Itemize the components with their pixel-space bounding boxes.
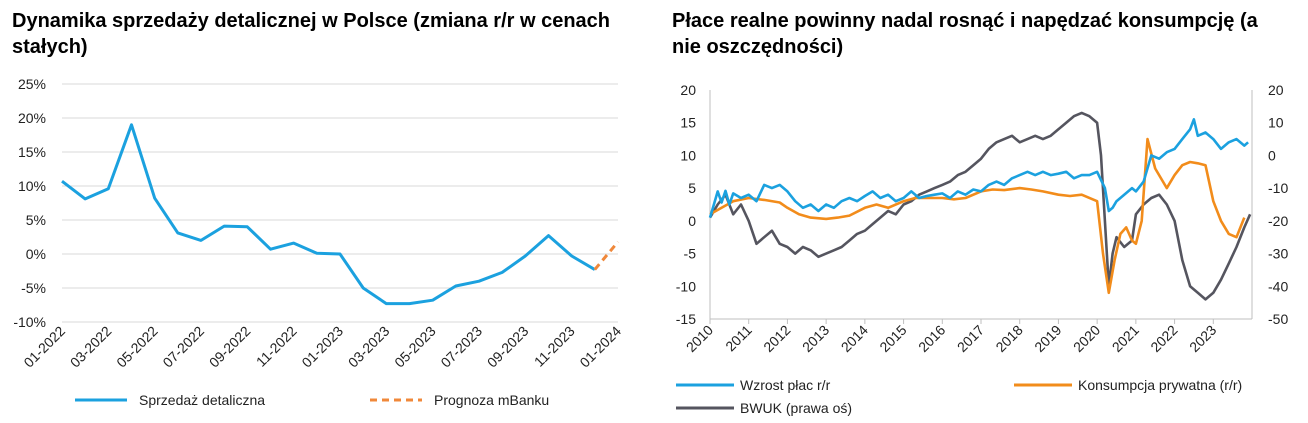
series-line-retail-sales (61, 123, 596, 306)
chart2-axis-frame (709, 90, 1253, 320)
series-line-consumption (709, 137, 1246, 295)
legend-label: Wzrost płac r/r (740, 377, 831, 393)
series-line-wages (708, 118, 1249, 218)
y-right-tick-label: 20 (1268, 82, 1284, 98)
series-line-bwuk (708, 111, 1252, 301)
y-tick-label: 25% (18, 76, 46, 92)
chart1-series (61, 123, 620, 306)
y-tick-label: 10% (18, 178, 46, 194)
chart1-legend: Sprzedaż detaliczna Prognoza mBanku (75, 392, 549, 408)
y-tick-label: -10% (13, 314, 46, 330)
y-right-tick-label: -20 (1268, 213, 1288, 229)
y-right-tick-label: -40 (1268, 278, 1288, 294)
x-tick-label: 2021 (1109, 322, 1142, 355)
chart2-legend: Wzrost płac r/r Konsumpcja prywatna (r/r)… (676, 377, 1242, 416)
x-tick-label: 2018 (992, 322, 1025, 355)
chart1-title: Dynamika sprzedaży detalicznej w Polsce … (12, 10, 611, 58)
y-tick-label: -5% (21, 280, 46, 296)
x-tick-label: 2019 (1031, 322, 1064, 355)
y-left-tick-label: -15 (676, 311, 696, 327)
y-left-tick-label: 15 (680, 115, 696, 131)
x-tick-label: 2016 (915, 322, 948, 355)
series-line-forecast (593, 240, 620, 271)
y-tick-label: 20% (18, 110, 46, 126)
x-tick-label: 2011 (722, 322, 755, 355)
chart2-series (708, 111, 1252, 301)
y-left-tick-label: 5 (688, 180, 696, 196)
x-tick-label: 2013 (799, 322, 832, 355)
y-right-tick-label: 0 (1268, 147, 1276, 163)
y-left-tick-label: -5 (684, 246, 697, 262)
chart1-y-axis: 25% 20% 15% 10% 5% 0% -5% -10% (13, 76, 46, 330)
chart2-x-axis: 2010 2011 2012 2013 2014 2015 2016 2017 2018 2019… (683, 319, 1220, 355)
y-tick-label: 15% (18, 144, 46, 160)
y-tick-label: 0% (26, 246, 46, 262)
legend-label: BWUK (prawa oś) (740, 400, 852, 416)
y-left-tick-label: 20 (680, 82, 696, 98)
legend-label: Sprzedaż detaliczna (139, 392, 265, 408)
legend-label: Konsumpcja prywatna (r/r) (1078, 377, 1242, 393)
x-tick-label: 2020 (1070, 322, 1103, 355)
x-tick-label: 2017 (954, 322, 987, 355)
x-tick-label: 2022 (1147, 322, 1180, 355)
y-right-tick-label: -50 (1268, 311, 1288, 327)
x-tick-label: 2014 (838, 322, 871, 355)
y-left-tick-label: 0 (688, 213, 696, 229)
y-right-tick-label: -10 (1268, 180, 1288, 196)
retail-sales-chart: 25%20%15%10%5%0%-5%-10% 01-202203-202205… (13, 76, 624, 408)
y-right-tick-label: -30 (1268, 246, 1288, 262)
y-left-tick-label: -10 (676, 278, 696, 294)
y-left-tick-label: 10 (680, 147, 696, 163)
chart2-title: Płace realne powinny nadal rosnąć i napę… (672, 10, 1258, 58)
y-right-tick-label: 10 (1268, 115, 1284, 131)
y-tick-label: 5% (26, 212, 46, 228)
x-tick-label: 2015 (876, 322, 909, 355)
x-tick-label: 2023 (1186, 322, 1219, 355)
legend-label: Prognoza mBanku (434, 392, 549, 408)
chart2-y-axes: 20 15 10 5 0 -5 -10 -15 20 10 0 -10 -20 -30 -40 -50 (676, 82, 1289, 327)
x-tick-label: 2012 (760, 322, 793, 355)
